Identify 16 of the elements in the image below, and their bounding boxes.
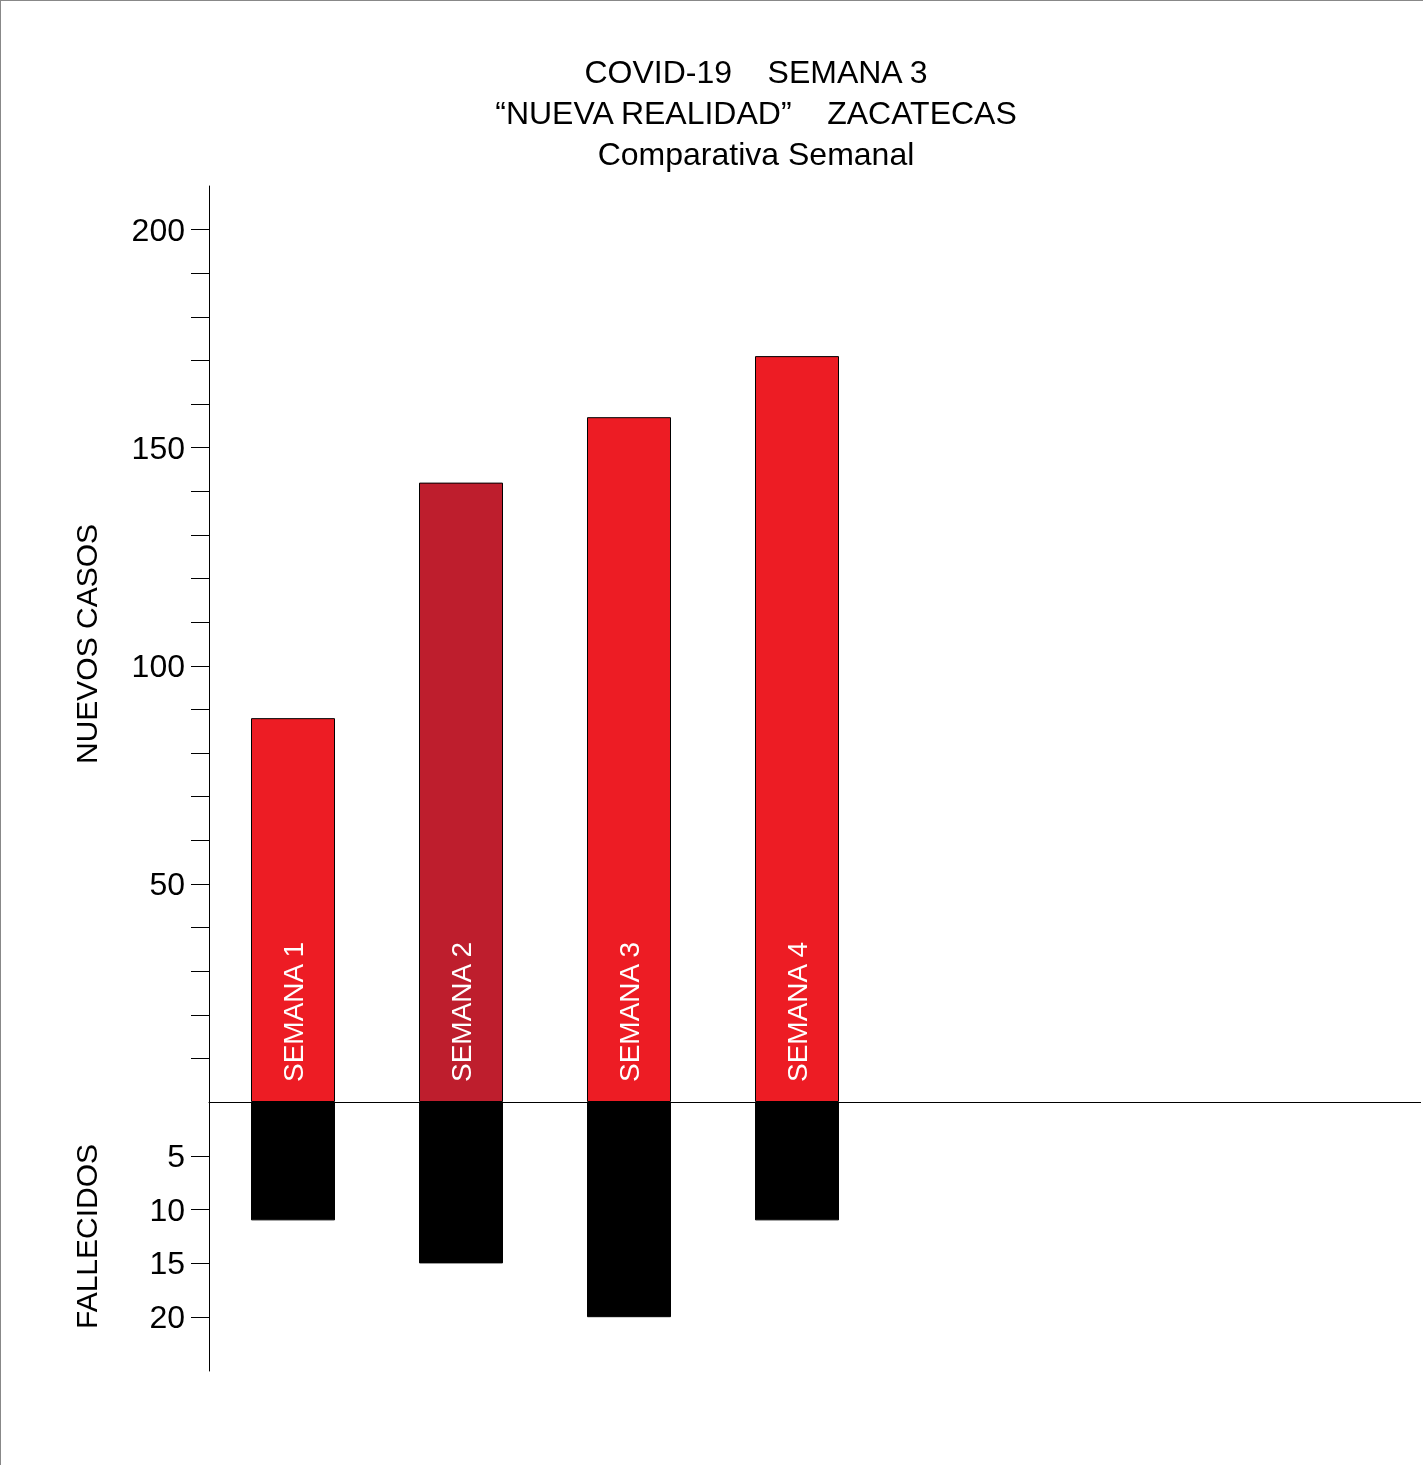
category-label: SEMANA 1 [277, 941, 309, 1082]
category-label: SEMANA 2 [445, 941, 477, 1082]
y-axis-title: FALLECIDOS [69, 1143, 103, 1330]
y-tick-label: 10 [149, 1191, 185, 1228]
chart-subtitle: Comparativa Semanal [597, 135, 915, 172]
y-tick-label: 20 [149, 1299, 185, 1336]
y-tick-label: 200 [131, 211, 185, 248]
y-tick-label: 50 [149, 865, 185, 902]
chart-title: COVID-19 SEMANA 3 “NUEVA REALIDAD” ZACATECAS [495, 53, 1017, 131]
y-tick-label: 5 [167, 1137, 185, 1174]
y-tick-label: 15 [149, 1245, 185, 1282]
y-tick-label: 150 [131, 429, 185, 466]
category-label: SEMANA 3 [613, 941, 645, 1082]
category-label: SEMANA 4 [781, 941, 813, 1082]
y-axis-title: NUEVOS CASOS [69, 523, 103, 765]
y-tick-label: 100 [131, 647, 185, 684]
